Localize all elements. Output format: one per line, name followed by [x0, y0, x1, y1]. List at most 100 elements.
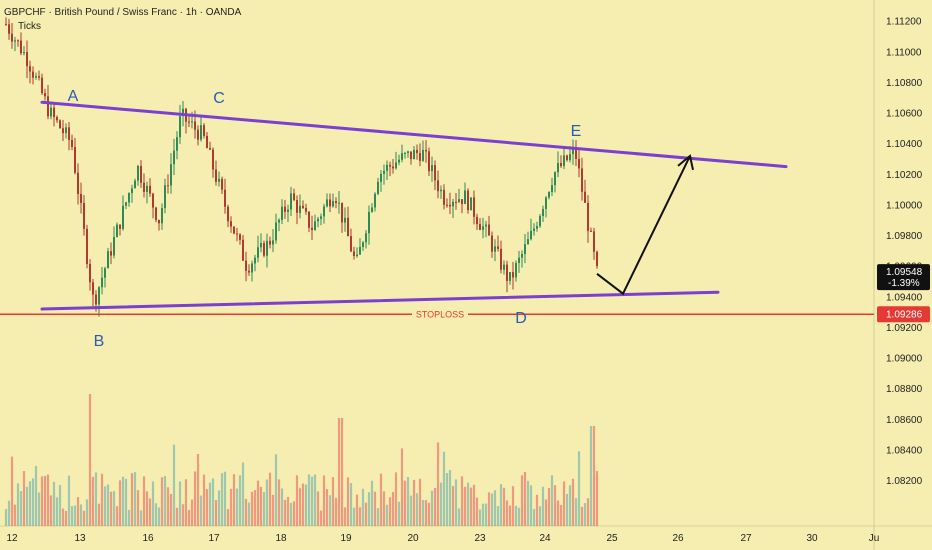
volume-bar — [136, 490, 140, 526]
current-change-label: -1.39% — [888, 278, 920, 289]
candle-body — [476, 216, 478, 225]
volume-bar — [13, 504, 17, 526]
volume-bar — [358, 507, 362, 526]
volume-bar — [364, 502, 368, 526]
stoploss-line: STOPLOSS — [0, 308, 874, 321]
lower-trendline — [40, 290, 720, 311]
volume-bar — [424, 500, 428, 526]
candle-body — [482, 226, 484, 230]
volume-bar — [166, 487, 170, 526]
current-price-tag — [877, 264, 930, 291]
candle-body — [335, 201, 337, 203]
volume-bar — [46, 474, 50, 526]
candle-body — [530, 230, 532, 240]
candle-body — [227, 206, 229, 222]
candle-body — [56, 117, 58, 121]
candle-body — [230, 221, 232, 227]
candle-body — [299, 205, 301, 213]
candle-body — [338, 202, 340, 204]
candle-body — [287, 209, 289, 212]
volume-bar — [73, 505, 77, 526]
volume-bar — [439, 482, 443, 526]
volume-bar — [421, 499, 425, 526]
price-tick-label: 1.10800 — [886, 78, 923, 89]
candle-body — [452, 201, 454, 207]
volume-bar — [112, 491, 116, 526]
volume-bar — [154, 503, 158, 526]
volume-bar — [322, 475, 326, 526]
candle-body — [125, 202, 127, 206]
candle-body — [254, 257, 256, 264]
candle-body — [515, 262, 517, 278]
candle-body — [410, 151, 412, 160]
volume-bar — [274, 454, 278, 526]
volume-bar — [25, 486, 29, 526]
volume-bar — [175, 507, 179, 526]
volume-bar — [100, 473, 104, 526]
volume-bar — [94, 472, 98, 526]
candle-body — [83, 202, 85, 229]
time-tick-label: 18 — [275, 533, 287, 544]
candle-body — [62, 128, 64, 134]
volume-bar — [16, 483, 20, 526]
candle-body — [146, 185, 148, 192]
volume-bar — [427, 502, 431, 526]
price-tick-label: 1.08600 — [886, 415, 923, 426]
candle-body — [560, 163, 562, 167]
candle-body — [290, 193, 292, 210]
volume-bar — [502, 487, 506, 526]
candle-body — [593, 231, 595, 252]
volume-bar — [595, 471, 599, 526]
volume-bar — [565, 493, 569, 526]
volume-bar — [37, 492, 41, 526]
volume-bar — [277, 479, 281, 526]
candle-body — [164, 185, 166, 209]
volume-bar — [241, 462, 245, 526]
symbol-title[interactable]: GBPCHF · British Pound / Swiss Franc · 1… — [4, 7, 242, 18]
trendlines — [40, 100, 788, 311]
candle-body — [5, 24, 7, 26]
candle-body — [275, 222, 277, 241]
candle-body — [284, 206, 286, 212]
candle-body — [257, 247, 259, 258]
candle-body — [422, 149, 424, 161]
volume-bar — [523, 471, 527, 526]
candle-body — [413, 149, 415, 160]
candle-body — [122, 205, 124, 229]
volume-bar — [535, 494, 539, 526]
candle-body — [65, 127, 67, 134]
volume-bar — [85, 499, 89, 526]
candle-body — [143, 182, 145, 192]
volume-bar — [82, 510, 86, 526]
volume-bar — [259, 486, 263, 526]
volume-bar — [220, 473, 224, 526]
candle-body — [104, 268, 106, 278]
candle-body — [587, 202, 589, 231]
candle-body — [533, 228, 535, 231]
candle-body — [212, 149, 214, 170]
volume-bar — [133, 472, 137, 526]
volume-bar — [28, 481, 32, 526]
candle-body — [491, 235, 493, 252]
volume-bar — [580, 506, 584, 526]
candle-body — [494, 246, 496, 252]
price-tick-label: 1.08400 — [886, 445, 923, 456]
volume-bar — [190, 499, 194, 526]
volume-bar — [91, 476, 95, 526]
volume-bar — [544, 499, 548, 526]
volume-bar — [160, 477, 164, 526]
volume-bar — [451, 486, 455, 526]
candle-body — [353, 251, 355, 256]
candle-body — [68, 127, 70, 140]
volume-bar — [64, 510, 68, 526]
volume-bar — [31, 478, 35, 526]
point-label-c: C — [213, 90, 225, 107]
point-label-a: A — [68, 88, 79, 105]
candle-body — [26, 52, 28, 67]
volume-bar — [109, 491, 113, 526]
candle-body — [107, 251, 109, 269]
candle-body — [311, 227, 313, 231]
candle-body — [302, 205, 304, 208]
candle-body — [242, 239, 244, 261]
